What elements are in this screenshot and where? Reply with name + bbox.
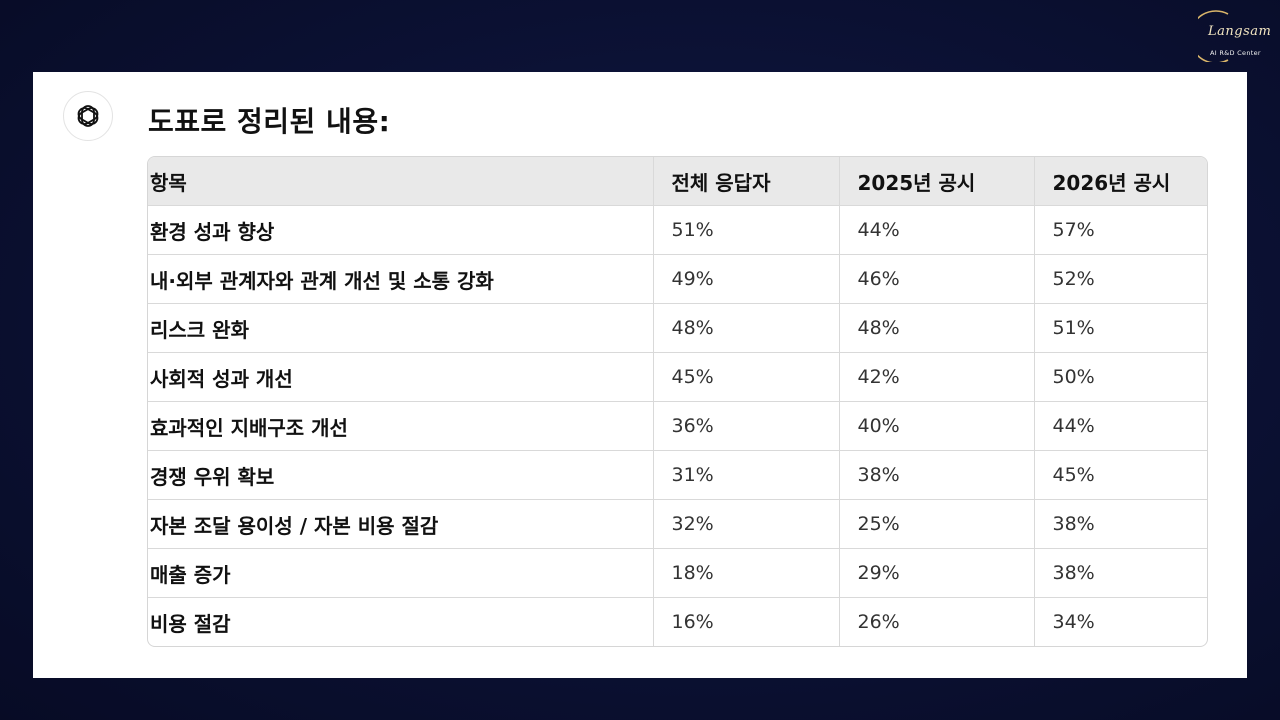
cell-value: 26% [839,597,1035,646]
cell-value: 31% [653,450,840,500]
cell-value: 50% [1034,352,1207,402]
logo-subtitle: AI R&D Center [1210,49,1261,57]
cell-value: 18% [653,548,840,598]
openai-logo-icon [77,105,99,127]
cell-value: 38% [1034,499,1207,549]
cell-value: 49% [653,254,840,304]
cell-value: 44% [1034,401,1207,451]
table-row: 효과적인 지배구조 개선 36% 40% 44% [148,401,1207,451]
cell-value: 25% [839,499,1035,549]
table-row: 내·외부 관계자와 관계 개선 및 소통 강화 49% 46% 52% [148,254,1207,304]
brand-logo: Langsam AI R&D Center [1198,10,1272,62]
table-header-row: 항목 전체 응답자 2025년 공시 2026년 공시 [148,157,1207,206]
row-label: 경쟁 우위 확보 [148,450,654,500]
cell-value: 38% [839,450,1035,500]
message-heading: 도표로 정리된 내용: [148,105,391,138]
table-row: 경쟁 우위 확보 31% 38% 45% [148,450,1207,500]
table-row: 자본 조달 용이성 / 자본 비용 절감 32% 25% 38% [148,499,1207,549]
table-row: 매출 증가 18% 29% 38% [148,548,1207,598]
row-label: 비용 절감 [148,597,654,646]
row-label: 자본 조달 용이성 / 자본 비용 절감 [148,499,654,549]
column-header: 2026년 공시 [1034,157,1207,206]
row-label: 내·외부 관계자와 관계 개선 및 소통 강화 [148,254,654,304]
cell-value: 51% [1034,303,1207,353]
column-header: 항목 [148,157,654,206]
cell-value: 57% [1034,205,1207,255]
row-label: 리스크 완화 [148,303,654,353]
assistant-avatar [63,91,113,141]
logo-ring-icon [1198,10,1229,62]
table-row: 사회적 성과 개선 45% 42% 50% [148,352,1207,402]
cell-value: 46% [839,254,1035,304]
chat-message-panel: 도표로 정리된 내용: 항목 전체 응답자 2025년 공시 2026년 공시 … [33,72,1247,678]
column-header: 전체 응답자 [653,157,840,206]
cell-value: 44% [839,205,1035,255]
cell-value: 32% [653,499,840,549]
cell-value: 36% [653,401,840,451]
cell-value: 52% [1034,254,1207,304]
table-row: 환경 성과 향상 51% 44% 57% [148,205,1207,255]
row-label: 사회적 성과 개선 [148,352,654,402]
cell-value: 38% [1034,548,1207,598]
cell-value: 45% [653,352,840,402]
table-row: 리스크 완화 48% 48% 51% [148,303,1207,353]
cell-value: 34% [1052,611,1095,633]
cell-value: 40% [839,401,1035,451]
column-header: 2025년 공시 [839,157,1035,206]
data-table: 항목 전체 응답자 2025년 공시 2026년 공시 환경 성과 향상 51%… [147,156,1208,647]
cell-value: 45% [1034,450,1207,500]
cell-value: 48% [653,303,840,353]
cell-value: 51% [653,205,840,255]
cell-value: 29% [839,548,1035,598]
cell-value: 42% [839,352,1035,402]
cell-value: 16% [653,597,840,646]
table-row: 비용 절감 16% 26% 34% [148,597,1207,646]
row-label: 환경 성과 향상 [148,205,654,255]
cell-value: 48% [839,303,1035,353]
row-label: 매출 증가 [148,548,654,598]
logo-script-text: Langsam [1208,24,1272,39]
row-label: 효과적인 지배구조 개선 [148,401,654,451]
